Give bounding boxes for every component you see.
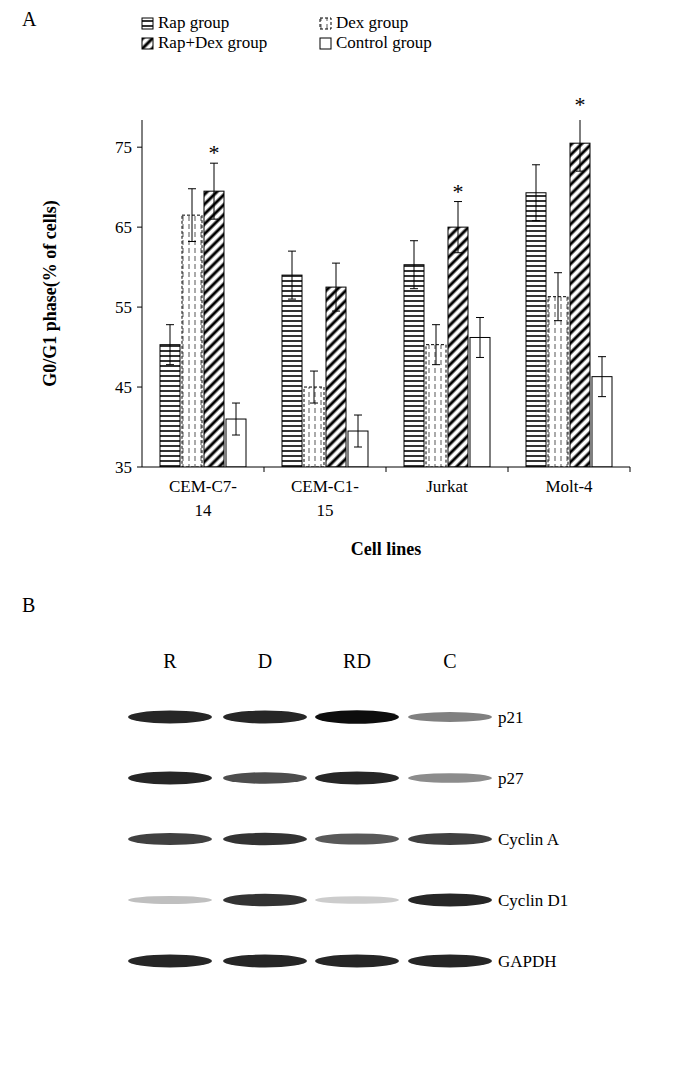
bar (526, 193, 546, 467)
band (315, 833, 399, 844)
x-tick (630, 467, 631, 472)
error-bar (554, 273, 562, 321)
error-bar (410, 241, 418, 289)
bars (160, 120, 612, 467)
lane-label: C (443, 650, 456, 672)
bar (548, 297, 568, 467)
band (223, 955, 307, 968)
annotation: * (575, 92, 586, 117)
row-label: p21 (498, 708, 524, 727)
legend-label: Dex group (336, 13, 408, 32)
figure: A Rap group Dex group Rap+Dex group Control … (0, 0, 685, 1088)
bar (570, 143, 590, 467)
legend-swatch (142, 38, 153, 49)
band (223, 894, 307, 906)
panel-label: A (22, 8, 37, 30)
bar (448, 227, 468, 467)
y-tick-label: 35 (115, 458, 132, 477)
x-tick-label-line: CEM-C1- (291, 477, 359, 496)
y-axis-label: G0/G1 phase(% of cells) (40, 200, 61, 387)
error-bar (532, 165, 540, 221)
legend-label: Rap group (158, 13, 229, 32)
band (408, 955, 492, 968)
legend: Rap group Dex group Rap+Dex group Control g… (142, 13, 432, 52)
legend-swatch (320, 38, 331, 49)
lane-label: R (163, 650, 177, 672)
band (128, 833, 212, 845)
band (223, 772, 307, 784)
y-tick-label: 75 (115, 138, 132, 157)
y-tick (137, 307, 142, 308)
y-tick (137, 387, 142, 388)
bar (282, 275, 302, 467)
y-tick (137, 227, 142, 228)
legend-swatch (142, 18, 153, 29)
panel-label: B (22, 594, 35, 616)
bar (326, 287, 346, 467)
band (223, 833, 307, 845)
band (315, 896, 399, 904)
error-bar (210, 163, 218, 219)
bar (182, 215, 202, 467)
bar (204, 191, 224, 467)
x-tick-label: CEM-C7- 14 (169, 477, 237, 520)
y-tick-label: 45 (115, 378, 132, 397)
row-label: Cyclin D1 (498, 891, 568, 910)
x-tick-label: Jurkat (426, 477, 468, 496)
error-bar (576, 120, 584, 171)
x-axis-label: Cell lines (351, 539, 422, 559)
band (128, 955, 212, 968)
lane-label: D (258, 650, 272, 672)
band (223, 711, 307, 724)
error-bar (310, 371, 318, 403)
error-bar (354, 415, 362, 447)
error-bar (188, 189, 196, 242)
y-tick-label: 65 (115, 218, 132, 237)
y-tick (137, 147, 142, 148)
error-bar (432, 325, 440, 365)
x-tick (508, 467, 509, 472)
annotation: * (453, 179, 464, 204)
band (315, 710, 399, 724)
error-bar (288, 251, 296, 299)
error-bar (332, 263, 340, 311)
band (128, 772, 212, 785)
band (128, 711, 212, 724)
error-bar (598, 357, 606, 397)
blot-bands (128, 710, 492, 967)
band (128, 896, 212, 904)
row-label: GAPDH (498, 952, 557, 971)
x-tick-label-line: 14 (195, 501, 213, 520)
legend-label: Control group (336, 33, 432, 52)
x-tick-label-line: Molt-4 (545, 477, 593, 496)
y-tick-label: 55 (115, 298, 132, 317)
y-tick (137, 467, 142, 468)
legend-label: Rap+Dex group (158, 33, 267, 52)
lane-label: RD (343, 650, 371, 672)
bar (404, 265, 424, 467)
x-tick (264, 467, 265, 472)
band (408, 773, 492, 783)
annotation: * (209, 140, 220, 165)
row-label: Cyclin A (498, 830, 560, 849)
legend-swatch (320, 18, 331, 29)
band (315, 955, 399, 968)
row-label: p27 (498, 769, 524, 788)
error-bar (476, 317, 484, 357)
x-tick-label-line: Jurkat (426, 477, 468, 496)
band (315, 772, 399, 785)
x-tick-label: CEM-C1- 15 (291, 477, 359, 520)
error-bar (232, 403, 240, 435)
x-tick-label-line: CEM-C7- (169, 477, 237, 496)
x-tick-label-line: 15 (317, 501, 334, 520)
error-bar (166, 325, 174, 365)
band (408, 894, 492, 907)
x-tick-label: Molt-4 (545, 477, 593, 496)
y-axis (142, 120, 143, 467)
x-tick (386, 467, 387, 472)
band (408, 712, 492, 722)
band (408, 833, 492, 845)
error-bar (454, 202, 462, 253)
